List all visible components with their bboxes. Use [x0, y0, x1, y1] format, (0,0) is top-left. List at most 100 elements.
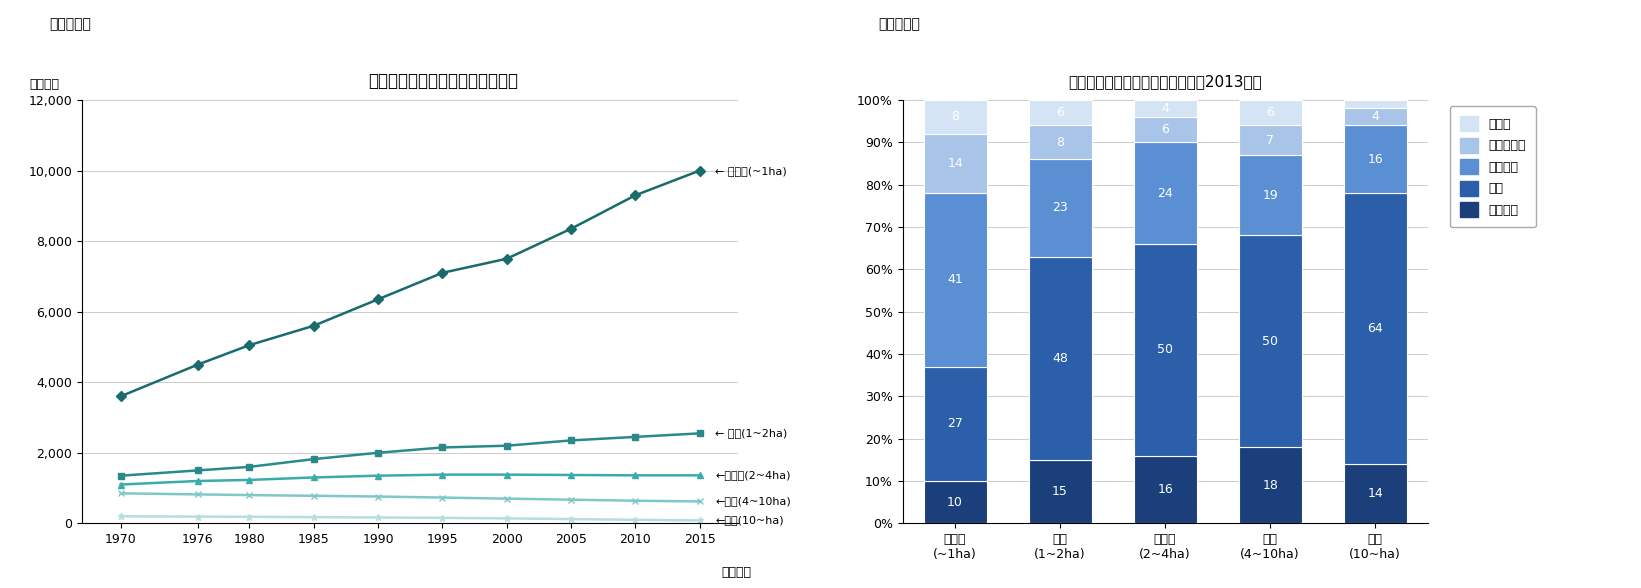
Bar: [1239, 100, 1301, 125]
Bar: [1134, 117, 1196, 142]
準小農(2~4ha): [112, 481, 131, 488]
準小農(2~4ha): [689, 472, 709, 479]
Bar: [1134, 100, 1196, 117]
零細農(~1ha): [112, 393, 131, 400]
Text: 15: 15: [1052, 485, 1068, 498]
大農(10~ha): [497, 515, 517, 522]
Bar: [924, 134, 986, 193]
大農(10~ha): [368, 514, 387, 521]
Bar: [1239, 155, 1301, 235]
中農(4~10ha): [625, 497, 645, 505]
小農(1~2ha): [189, 467, 208, 474]
大農(10~ha): [625, 516, 645, 523]
Text: 14: 14: [947, 157, 963, 170]
Text: 8: 8: [1057, 136, 1063, 149]
零細農(~1ha): [304, 322, 323, 329]
準小農(2~4ha): [189, 477, 208, 485]
Text: 16: 16: [1367, 153, 1383, 166]
中農(4~10ha): [240, 492, 259, 499]
中農(4~10ha): [189, 491, 208, 498]
Text: 14: 14: [1367, 487, 1383, 500]
Text: 50: 50: [1262, 335, 1278, 348]
Text: 8: 8: [952, 111, 958, 123]
Text: 18: 18: [1262, 479, 1278, 492]
大農(10~ha): [433, 514, 453, 522]
準小農(2~4ha): [625, 472, 645, 479]
Bar: [1134, 142, 1196, 244]
Bar: [1134, 244, 1196, 456]
中農(4~10ha): [561, 496, 581, 503]
Text: 48: 48: [1052, 352, 1068, 365]
零細農(~1ha): [497, 255, 517, 262]
零細農(~1ha): [689, 167, 709, 174]
小農(1~2ha): [497, 442, 517, 449]
Text: 23: 23: [1052, 202, 1068, 215]
Bar: [1029, 460, 1091, 523]
Text: 10: 10: [947, 496, 963, 509]
大農(10~ha): [304, 514, 323, 521]
Line: 小農(1~2ha): 小農(1~2ha): [117, 430, 704, 479]
Bar: [924, 193, 986, 367]
Bar: [1239, 125, 1301, 155]
零細農(~1ha): [189, 361, 208, 368]
Line: 大農(10~ha): 大農(10~ha): [117, 513, 704, 524]
Bar: [1344, 108, 1406, 125]
Line: 準小農(2~4ha): 準小農(2~4ha): [117, 471, 704, 488]
Bar: [1239, 235, 1301, 447]
Text: ← 零細農(~1ha): ← 零細農(~1ha): [715, 165, 788, 176]
Bar: [1029, 159, 1091, 256]
Bar: [1029, 125, 1091, 159]
Bar: [1344, 125, 1406, 193]
準小農(2~4ha): [368, 472, 387, 479]
Text: 6: 6: [1162, 123, 1168, 136]
Text: ←準小農(2~4ha): ←準小農(2~4ha): [715, 470, 791, 480]
Line: 零細農(~1ha): 零細農(~1ha): [117, 167, 704, 400]
零細農(~1ha): [561, 225, 581, 232]
Text: （図表８）: （図表８）: [49, 18, 92, 32]
準小農(2~4ha): [497, 471, 517, 478]
Bar: [1344, 464, 1406, 523]
準小農(2~4ha): [561, 472, 581, 479]
中農(4~10ha): [497, 495, 517, 502]
中農(4~10ha): [689, 498, 709, 505]
零細農(~1ha): [433, 269, 453, 276]
Bar: [924, 100, 986, 134]
零細農(~1ha): [625, 192, 645, 199]
Bar: [1239, 447, 1301, 523]
中農(4~10ha): [112, 490, 131, 497]
小農(1~2ha): [368, 449, 387, 456]
Bar: [1029, 256, 1091, 460]
準小農(2~4ha): [240, 476, 259, 483]
Text: 41: 41: [947, 273, 963, 286]
Text: 27: 27: [947, 417, 963, 430]
Text: （年度）: （年度）: [722, 566, 752, 579]
Bar: [1029, 100, 1091, 125]
Text: ← 小農(1~2ha): ← 小農(1~2ha): [715, 428, 788, 439]
中農(4~10ha): [304, 492, 323, 499]
小農(1~2ha): [561, 437, 581, 444]
Legend: その他, 親戚・友人, 貸金業者, 銀行, 協同組合: その他, 親戚・友人, 貸金業者, 銀行, 協同組合: [1449, 106, 1536, 228]
大農(10~ha): [240, 513, 259, 520]
Bar: [924, 481, 986, 523]
Text: 16: 16: [1157, 483, 1173, 496]
準小農(2~4ha): [304, 474, 323, 481]
Text: ←中農(4~10ha): ←中農(4~10ha): [715, 496, 791, 506]
小農(1~2ha): [240, 463, 259, 470]
Text: 24: 24: [1157, 186, 1173, 199]
Text: 6: 6: [1267, 106, 1273, 119]
大農(10~ha): [189, 513, 208, 520]
小農(1~2ha): [625, 433, 645, 440]
準小農(2~4ha): [433, 471, 453, 478]
零細農(~1ha): [368, 296, 387, 303]
Text: 7: 7: [1267, 133, 1273, 146]
大農(10~ha): [561, 516, 581, 523]
零細農(~1ha): [240, 342, 259, 349]
Bar: [1344, 100, 1406, 108]
小農(1~2ha): [304, 456, 323, 463]
Title: 負債残高に占める借入先の割合（2013年）: 負債残高に占める借入先の割合（2013年）: [1068, 74, 1262, 89]
Line: 中農(4~10ha): 中農(4~10ha): [117, 490, 704, 505]
Text: 64: 64: [1367, 322, 1383, 335]
Text: ←大農(10~ha): ←大農(10~ha): [715, 516, 784, 526]
Text: 4: 4: [1162, 102, 1168, 115]
Bar: [1344, 193, 1406, 464]
